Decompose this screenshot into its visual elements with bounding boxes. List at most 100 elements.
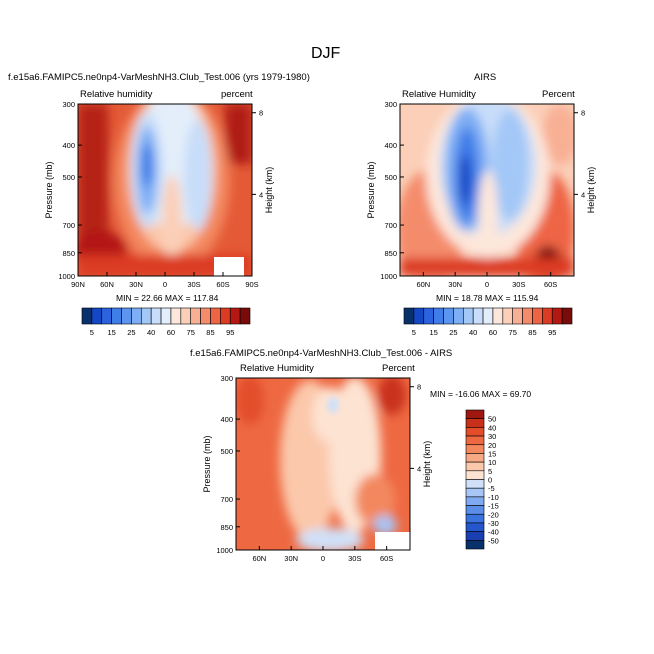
model-y2tick-label: 8 [259,109,263,118]
diff-ytick-label: 1000 [216,546,233,555]
diff-colorbar-box [465,531,485,541]
model-colorbar-box [170,307,182,325]
obs-ytick-label: 1000 [380,272,397,281]
model-colorbar-box [220,307,231,325]
obs-right-label: Percent [542,89,575,100]
diff-colorbar-label: 10 [488,458,496,467]
model-colorbar-box [160,307,172,325]
diff-colorbar-label: -40 [488,528,499,537]
model-colorbar-label: 40 [147,328,155,337]
diff-ytick-label: 700 [220,495,233,504]
obs-left-label: Relative Humidity [402,89,476,100]
model-colorbar: 5 15 25 40 60 75 85 95 [81,307,251,337]
model-ytick-label: 1000 [58,272,75,281]
model-xtick-label: 90S [245,280,258,289]
diff-colorbar-label: 50 [488,415,496,424]
obs-colorbar-box [433,307,444,325]
model-y2tick-label: 4 [259,190,263,199]
diff-colorbar-box [465,427,485,437]
obs-colorbar-box [403,307,415,325]
model-colorbar-label: 95 [226,328,234,337]
model-colorbar-box [121,307,132,325]
model-colorbar-box [131,307,142,325]
model-colorbar-label: 5 [90,328,94,337]
obs-colorbar-label: 40 [469,328,477,337]
diff-colorbar-box [465,470,485,480]
obs-colorbar-label: 95 [548,328,556,337]
obs-panel-title: AIRS [474,72,497,83]
diff-ytick-label: 850 [220,523,233,532]
obs-colorbar-label: 25 [449,328,457,337]
diff-colorbar-box [465,444,485,454]
obs-xtick-label: 30N [448,280,462,289]
model-right-label: percent [221,89,253,100]
model-colorbar-box [101,307,112,325]
diff-xtick-label: 0 [321,554,325,563]
diff-left-label: Relative Humidity [240,363,314,374]
model-colorbar-label: 75 [187,328,195,337]
model-colorbar-label: 25 [127,328,135,337]
diff-minmax: MIN = -16.06 MAX = 69.70 [430,389,532,399]
diff-xtick-label: 60S [380,554,393,563]
model-colorbar-box [111,307,122,325]
obs-field [400,104,574,276]
obs-colorbar-box [551,307,563,325]
model-panel-title: f.e15a6.FAMIPC5.ne0np4-VarMeshNH3.Club_T… [8,72,310,83]
diff-colorbar-box [465,409,485,419]
obs-y2tick-label: 4 [581,190,585,199]
obs-ylabel: Pressure (mb) [366,161,376,218]
diff-colorbar-box [465,487,485,498]
obs-colorbar-box [423,307,434,325]
diff-ylabel: Pressure (mb) [202,435,212,492]
diff-ytick-label: 300 [220,374,233,383]
diff-colorbar-box [465,418,485,428]
model-field [78,104,252,276]
model-axes: 300 400 500 700 850 1000 8 4 90N 60N 30N 0 30S 60S 90S… [44,100,274,289]
model-xtick-label: 60N [100,280,114,289]
diff-xtick-label: 30S [348,554,361,563]
model-ytick-label: 700 [62,221,75,230]
model-colorbar-box [229,307,241,325]
diff-y2label: Height (km) [422,441,432,488]
diff-colorbar-label: 0 [488,476,492,485]
obs-colorbar-box [453,307,464,325]
obs-ytick-label: 850 [384,249,397,258]
diff-colorbar-box [465,453,485,463]
obs-colorbar-label: 85 [528,328,536,337]
obs-colorbar-box [462,307,474,325]
model-colorbar-label: 60 [167,328,175,337]
obs-colorbar: 5 15 25 40 60 75 85 95 [403,307,573,337]
obs-colorbar-box [413,307,425,325]
figure-title: DJF [311,45,341,62]
diff-colorbar-label: 40 [488,423,496,432]
diff-colorbar-box [465,540,485,550]
diff-colorbar-box [465,461,485,472]
diff-colorbar-label: -20 [488,510,499,519]
diff-ytick-label: 400 [220,415,233,424]
obs-colorbar-box [482,307,494,325]
obs-colorbar-label: 60 [489,328,497,337]
diff-right-label: Percent [382,363,415,374]
model-colorbar-box [200,307,211,325]
obs-xtick-label: 60S [544,280,557,289]
model-colorbar-box [81,307,93,325]
obs-colorbar-box [443,307,454,325]
diff-colorbar-label: 20 [488,441,496,450]
diff-axes: 300 400 500 700 850 1000 8 4 60N 30N 0 30S 60S Pressu… [202,374,432,563]
obs-colorbar-box [532,307,543,325]
obs-colorbar-box [472,307,484,325]
model-colorbar-box [140,307,152,325]
obs-ytick-label: 400 [384,141,397,150]
model-ytick-label: 300 [62,100,75,109]
model-colorbar-box [150,307,162,325]
obs-y2tick-label: 8 [581,109,585,118]
diff-panel-title: f.e15a6.FAMIPC5.ne0np4-VarMeshNH3.Club_T… [190,348,453,359]
obs-colorbar-box [542,307,553,325]
obs-xtick-label: 0 [485,280,489,289]
model-y2label: Height (km) [264,167,274,214]
obs-colorbar-box [512,307,523,325]
diff-colorbar-label: 30 [488,432,496,441]
model-left-label: Relative humidity [80,89,153,100]
